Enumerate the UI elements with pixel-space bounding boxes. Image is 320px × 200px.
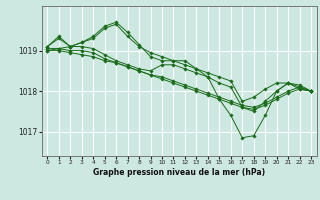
- X-axis label: Graphe pression niveau de la mer (hPa): Graphe pression niveau de la mer (hPa): [93, 168, 265, 177]
